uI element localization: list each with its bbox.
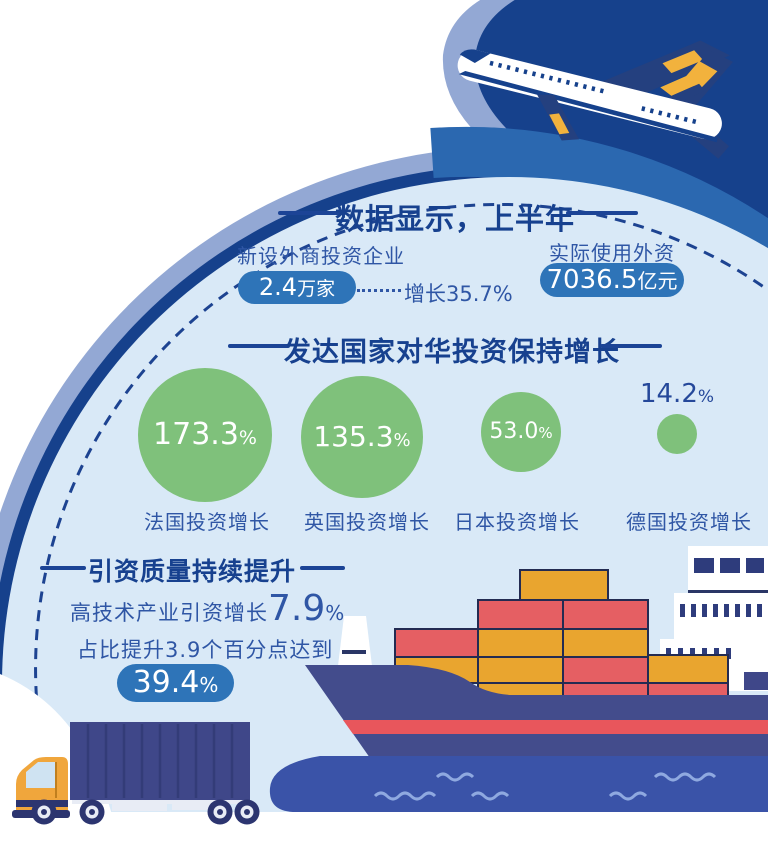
bubble-uk-label: 英国投资增长 [304, 510, 430, 534]
wave-lines [373, 772, 717, 801]
bubble-japan: 53.0% [481, 392, 561, 472]
truck-wheels [31, 799, 260, 825]
stat-fdi-badge: 7036.5亿元 [540, 263, 684, 297]
bubble-uk-unit: % [393, 430, 411, 451]
stat-fdi-unit: 亿元 [637, 269, 678, 293]
water [269, 756, 768, 812]
bubble-germany [657, 414, 697, 454]
bubble-japan-value: 53.0 [489, 419, 539, 444]
truck-illustration [12, 722, 260, 825]
mid-blue-band [430, 126, 768, 280]
stat-new-enterprises-badge: 2.4万家 [238, 271, 356, 304]
bubble-section-title: 发达国家对华投资保持增长 [284, 337, 620, 368]
quality-line1-unit: % [325, 601, 345, 625]
stat-new-enterprises-unit: 万家 [297, 278, 336, 300]
quality-line2: 占比提升3.9个百分点达到 [77, 638, 334, 662]
quality-line1-prefix: 高技术产业引资增长 [70, 601, 268, 625]
stat-fdi-label: 实际使用外资 [549, 241, 675, 265]
period-title: 数据显示，上半年 [334, 202, 576, 236]
stat-new-enterprises-growth: 增长35.7% [404, 282, 513, 306]
quality-badge: 39.4% [117, 664, 234, 702]
quality-title-left-rule [40, 566, 86, 570]
bubble-germany-number: 14.2 [639, 379, 698, 409]
airplane-icon [457, 40, 733, 159]
quality-badge-unit: % [199, 673, 219, 697]
bubble-title-left-rule [228, 344, 290, 348]
bubble-france-unit: % [238, 427, 257, 449]
quality-line1: 高技术产业引资增长7.9% [70, 588, 344, 629]
stat-new-enterprises-value: 2.4 [258, 273, 298, 301]
quality-badge-value: 39.4 [132, 665, 200, 700]
quality-section-title: 引资质量持续提升 [87, 557, 297, 586]
quality-title-right-rule [300, 566, 345, 570]
bubble-france: 173.3% [138, 368, 272, 502]
bubble-uk-value: 135.3 [313, 420, 394, 453]
bubble-germany-label: 德国投资增长 [626, 510, 752, 534]
bubble-japan-unit: % [538, 424, 553, 442]
dashed-orbit [34, 202, 768, 717]
bottom-margin [0, 812, 768, 842]
dotted-connector [357, 276, 401, 292]
bubble-japan-label: 日本投资增长 [454, 510, 580, 534]
bubble-france-label: 法国投资增长 [144, 510, 270, 534]
header-title-right-rule [566, 211, 638, 215]
bubble-france-value: 173.3 [153, 417, 239, 452]
stat-new-enterprises-label: 新设外商投资企业 [237, 244, 405, 268]
bubble-uk: 135.3% [301, 376, 423, 498]
stat-fdi-value: 7036.5 [546, 265, 638, 295]
quality-line1-value: 7.9 [268, 588, 326, 629]
cargo-ship-illustration [269, 546, 768, 812]
bubble-germany-unit: % [697, 387, 715, 407]
bubble-germany-value: 14.2% [640, 379, 714, 409]
bubble-title-right-rule [600, 344, 662, 348]
header-title-left-rule [278, 211, 346, 215]
